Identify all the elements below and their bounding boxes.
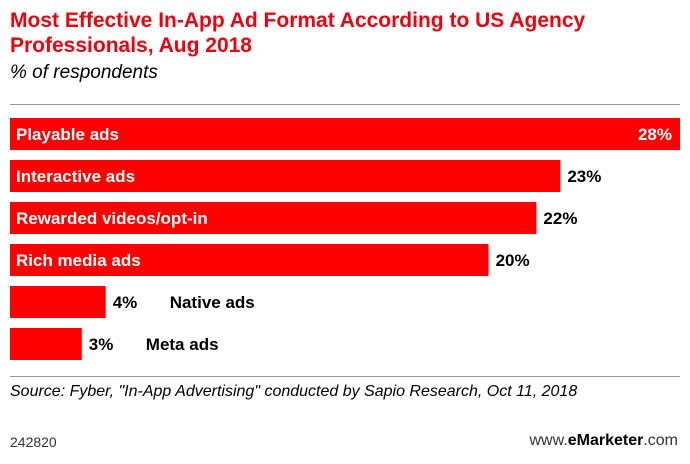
bar-5 [10, 328, 82, 360]
chart-subtitle: % of respondents [10, 62, 158, 83]
bar-2 [10, 202, 537, 234]
value-label-4: 4% [113, 293, 138, 312]
brand-prefix: www. [529, 432, 568, 449]
value-label-1: 23% [567, 167, 601, 186]
source-note: Source: Fyber, "In-App Advertising" cond… [10, 383, 578, 400]
value-label-2: 22% [543, 209, 577, 228]
category-label-2: Rewarded videos/opt-in [16, 209, 208, 228]
category-label-3: Rich media ads [16, 251, 141, 270]
bar-3 [10, 244, 489, 276]
value-label-3: 20% [496, 251, 530, 270]
bar-4 [10, 286, 106, 318]
bar-1 [10, 160, 561, 192]
emarketer-logo[interactable]: www.eMarketer.com [529, 432, 678, 450]
brand-suffix: .com [643, 432, 678, 449]
value-label-0: 28% [638, 125, 672, 144]
bottom-divider [10, 376, 680, 377]
category-label-5: Meta ads [146, 335, 219, 354]
bar-chart: 28% Playable ads 23% Interactive ads 22% Rewa… [10, 118, 680, 360]
category-label-1: Interactive ads [16, 167, 135, 186]
bar-0 [10, 118, 680, 150]
brand-name: eMarketer [567, 432, 644, 449]
value-label-5: 3% [89, 335, 114, 354]
chart-title: Most Effective In-App Ad Format Accordin… [10, 9, 586, 57]
top-divider [10, 104, 680, 105]
category-label-0: Playable ads [16, 125, 119, 144]
chart-id: 242820 [10, 434, 57, 450]
category-label-4: Native ads [170, 293, 255, 312]
